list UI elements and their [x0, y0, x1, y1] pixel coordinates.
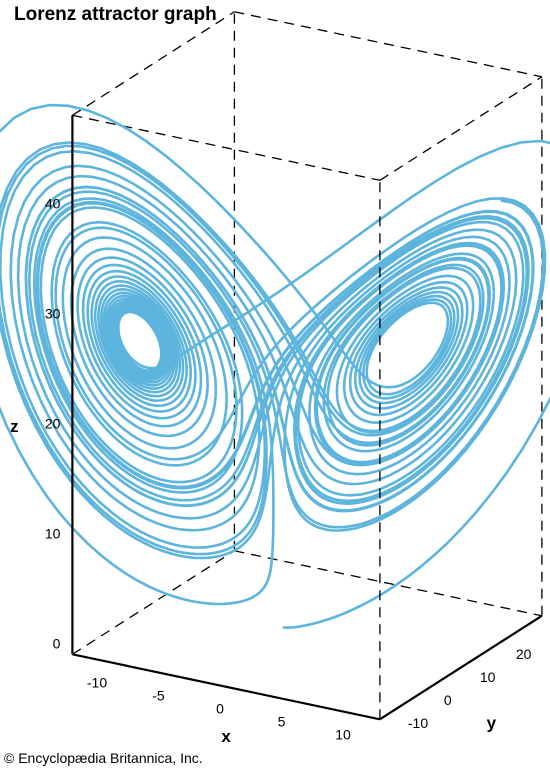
chart-curve-layer — [0, 103, 550, 629]
z-axis-label: z — [10, 417, 19, 436]
x-axis-line — [72, 653, 381, 721]
x-tick-label: -5 — [152, 688, 165, 704]
box-edge-top-left — [72, 11, 235, 116]
box-edge-bottom-left — [72, 550, 235, 655]
chart-title: Lorenz attractor graph — [14, 4, 217, 25]
y-axis-line — [379, 614, 543, 721]
box-edge-top-back — [234, 11, 543, 78]
z-tick-label: 30 — [45, 305, 61, 321]
z-tick-label: 0 — [53, 635, 61, 651]
x-axis-label: x — [221, 727, 231, 746]
y-tick-label: -10 — [408, 715, 428, 731]
box-edge-top-right — [379, 76, 543, 181]
x-tick-label: 0 — [216, 701, 224, 717]
y-axis-label: y — [487, 713, 497, 732]
x-tick-label: -10 — [87, 675, 107, 691]
y-tick-label: 0 — [444, 692, 452, 708]
z-tick-label: 40 — [45, 195, 61, 211]
z-tick-label: 10 — [45, 525, 61, 541]
chart-box-front — [71, 115, 543, 721]
chart-labels: 0 10 20 30 40 -10 -5 0 5 10 -10 0 10 20 z x y — [10, 195, 532, 746]
copyright-notice: © Encyclopædia Britannica, Inc. — [4, 750, 203, 766]
box-edge-bottom-back — [234, 550, 543, 617]
x-tick-label: 10 — [335, 727, 351, 743]
y-tick-label: 10 — [480, 669, 496, 685]
z-tick-label: 20 — [45, 415, 61, 431]
lorenz-curve — [0, 103, 550, 629]
x-tick-label: 5 — [278, 714, 286, 730]
chart-box-back — [72, 11, 543, 655]
y-tick-label: 20 — [516, 646, 532, 662]
